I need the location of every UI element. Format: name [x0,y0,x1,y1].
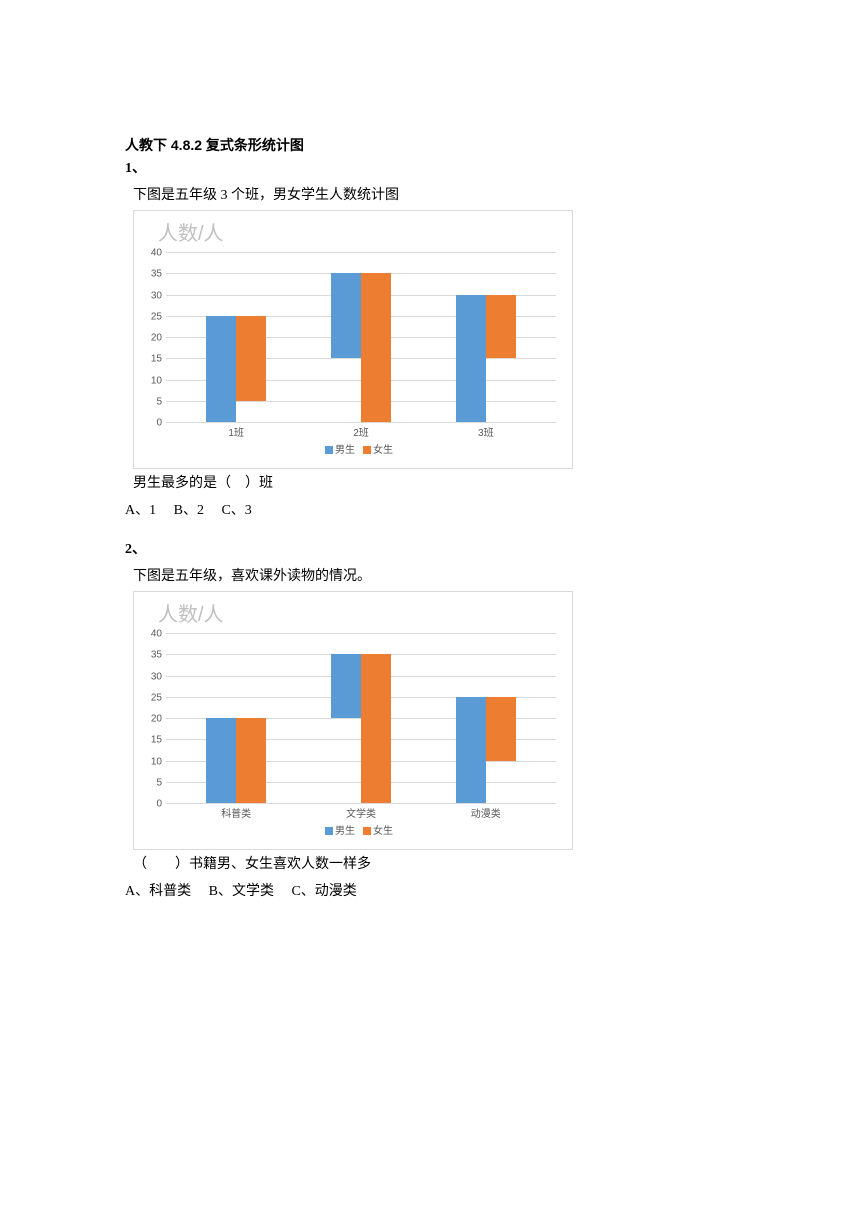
chart1-container: 人数/人 05101520253035401班2班3班 男生女生 [133,210,573,469]
chart1-plot: 05101520253035401班2班3班 [166,253,556,423]
chart2-container: 人数/人 0510152025303540科普类文学类动漫类 男生女生 [133,591,573,850]
chart2-plot-inner: 科普类文学类动漫类 [166,634,556,804]
chart1-y-title: 人数/人 [158,219,562,249]
chart2-y-tick: 10 [151,754,162,769]
chart1-legend-label: 女生 [373,445,393,456]
chart2-y-tick: 35 [151,648,162,663]
chart2-y-tick: 15 [151,733,162,748]
chart1-y-tick: 25 [151,309,162,324]
q2-intro: 下图是五年级，喜欢课外读物的情况。 [133,566,745,587]
chart2-plot: 0510152025303540科普类文学类动漫类 [166,634,556,804]
chart1-y-tick: 0 [156,416,162,431]
chart2-bar [206,718,236,803]
q2-option-b: B、文学类 [209,884,274,899]
chart1-bar [236,316,266,401]
chart2-x-label: 科普类 [221,807,251,822]
chart1-x-label: 3班 [478,426,494,441]
chart1-group [456,295,516,423]
chart2-y-tick: 30 [151,669,162,684]
chart2-y-title: 人数/人 [158,600,562,630]
chart1-y-tick: 30 [151,288,162,303]
chart2-y-tick: 20 [151,712,162,727]
chart2-bar [361,654,391,803]
q2-option-c: C、动漫类 [291,884,356,899]
chart2-bar [486,697,516,761]
q2-option-a: A、科普类 [125,884,191,899]
q1-option-b: B、2 [174,503,204,518]
chart1-bar [486,295,516,359]
chart2-legend-label: 女生 [373,826,393,837]
chart1-bar [456,295,486,423]
chart2-y-tick: 40 [151,627,162,642]
chart2-x-label: 文学类 [346,807,376,822]
q1-number: 1、 [125,158,745,179]
chart2-bar [331,654,361,718]
q1-options: A、1 B、2 C、3 [125,500,745,521]
chart2-legend: 男生 女生 [148,824,562,839]
q1-option-c: C、3 [221,503,251,518]
chart2-group [331,654,391,803]
chart1-group [206,316,266,422]
chart1-legend-label: 男生 [335,445,355,456]
chart1-bar [331,273,361,358]
chart1-x-label: 2班 [353,426,369,441]
chart2-bar [456,697,486,803]
doc-title: 人教下 4.8.2 复式条形统计图 [125,135,745,156]
chart1-plot-inner: 1班2班3班 [166,253,556,423]
q1-intro: 下图是五年级 3 个班，男女学生人数统计图 [133,185,745,206]
q2-question: （ ）书籍男、女生喜欢人数一样多 [133,854,745,875]
q1-option-a: A、1 [125,503,156,518]
q2-number: 2、 [125,539,745,560]
q2-options: A、科普类 B、文学类 C、动漫类 [125,881,745,902]
chart2-legend-label: 男生 [335,826,355,837]
chart1-y-tick: 10 [151,373,162,388]
chart1-y-tick: 20 [151,331,162,346]
q1-question: 男生最多的是（ ）班 [133,473,745,494]
chart1-y-tick: 15 [151,352,162,367]
chart2-legend-swatch [325,827,333,835]
chart2-y-tick: 0 [156,797,162,812]
chart2-x-label: 动漫类 [471,807,501,822]
chart2-bar [236,718,266,803]
chart2-group [456,697,516,803]
chart2-y-tick: 25 [151,690,162,705]
chart1-legend-swatch [325,446,333,454]
chart1-bar [206,316,236,422]
chart1-group [331,273,391,422]
chart1-x-label: 1班 [228,426,244,441]
chart1-legend: 男生 女生 [148,443,562,458]
chart2-group [206,718,266,803]
chart1-y-tick: 40 [151,246,162,261]
chart1-bar [361,273,391,422]
chart2-legend-swatch [363,827,371,835]
chart2-y-tick: 5 [156,775,162,790]
chart1-legend-swatch [363,446,371,454]
chart1-y-tick: 35 [151,267,162,282]
chart1-y-tick: 5 [156,394,162,409]
